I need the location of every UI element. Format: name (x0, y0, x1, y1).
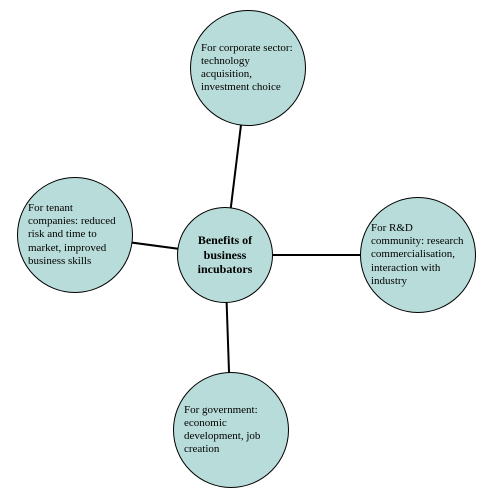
center-node: Benefits of business incubators (177, 207, 273, 303)
center-node-label: Benefits of business incubators (188, 233, 262, 276)
node-right-label: For R&D community: research commercialis… (371, 222, 465, 288)
node-right: For R&D community: research commercialis… (360, 197, 476, 313)
node-bottom: For government: economic development, jo… (173, 372, 289, 488)
node-left-label: For tenant companies: reduced risk and t… (28, 202, 122, 268)
node-top: For corporate sector: technology acquisi… (190, 10, 306, 126)
node-left: For tenant companies: reduced risk and t… (17, 177, 133, 293)
node-top-label: For corporate sector: technology acquisi… (201, 42, 295, 95)
node-bottom-label: For government: economic development, jo… (184, 404, 278, 457)
